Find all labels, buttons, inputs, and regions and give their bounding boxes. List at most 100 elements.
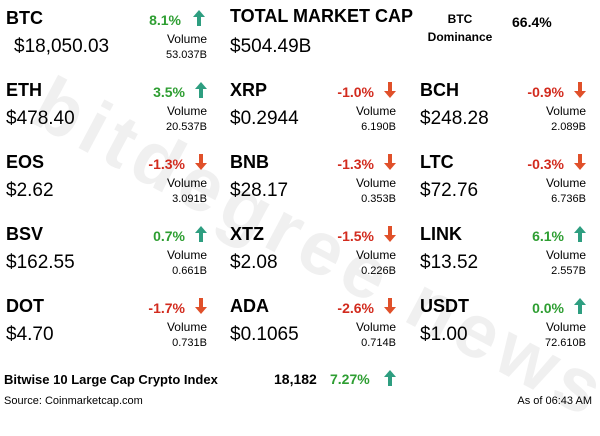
coin-symbol: XTZ	[230, 224, 264, 244]
volume-label: Volume	[545, 176, 586, 190]
coin-change: -2.6%	[337, 300, 374, 316]
coin-symbol: ETH	[6, 80, 42, 100]
coin-change: 0.0%	[532, 300, 564, 316]
coin-price: $13.52	[420, 252, 479, 273]
volume-label: Volume	[355, 104, 396, 118]
coin-symbol: BTC	[6, 8, 43, 28]
coin-price: $4.70	[6, 324, 54, 345]
coin-cell-ada: ADA $0.1065 -2.6% Volume 0.714B	[230, 296, 400, 358]
volume-value: 3.091B	[172, 193, 207, 205]
dominance-value: 66.4%	[512, 14, 552, 30]
coin-symbol: BNB	[230, 152, 269, 172]
arrow-up-icon	[384, 370, 396, 386]
coin-cell-link: LINK $13.52 6.1% Volume 2.557B	[420, 224, 590, 286]
coin-cell-xtz: XTZ $2.08 -1.5% Volume 0.226B	[230, 224, 400, 286]
volume-label: Volume	[166, 248, 207, 262]
coin-price: $72.76	[420, 180, 479, 201]
volume-value: 6.736B	[551, 193, 586, 205]
coin-cell-bch: BCH $248.28 -0.9% Volume 2.089B	[420, 80, 590, 142]
arrow-down-icon	[384, 226, 396, 242]
coin-cell-usdt: USDT $1.00 0.0% Volume 72.610B	[420, 296, 590, 358]
arrow-up-icon	[574, 298, 586, 314]
coin-cell-bsv: BSV $162.55 0.7% Volume 0.661B	[6, 224, 211, 286]
volume-label: Volume	[545, 104, 586, 118]
index-value: 18,182	[274, 371, 317, 387]
arrow-up-icon	[193, 10, 205, 26]
volume-label: Volume	[545, 320, 586, 334]
arrow-down-icon	[384, 298, 396, 314]
as-of-timestamp: As of 06:43 AM	[517, 395, 592, 407]
arrow-down-icon	[574, 82, 586, 98]
volume-label: Volume	[166, 320, 207, 334]
volume-label: Volume	[355, 248, 396, 262]
coin-price: $248.28	[420, 108, 489, 129]
coin-symbol: LTC	[420, 152, 454, 172]
market-cap-value: $504.49B	[230, 36, 312, 57]
coin-change: -1.0%	[337, 84, 374, 100]
volume-value: 6.190B	[361, 121, 396, 133]
source-note: Source: Coinmarketcap.com	[4, 395, 143, 407]
coin-price: $0.2944	[230, 108, 299, 129]
coin-price: $28.17	[230, 180, 289, 201]
coin-cell-eth: ETH $478.40 3.5% Volume 20.537B	[6, 80, 211, 142]
volume-label: Volume	[545, 248, 586, 262]
arrow-up-icon	[195, 226, 207, 242]
coin-change: 3.5%	[153, 84, 185, 100]
volume-value: 72.610B	[545, 337, 586, 349]
coin-cell-dot: DOT $4.70 -1.7% Volume 0.731B	[6, 296, 211, 358]
coin-change: -1.3%	[337, 156, 374, 172]
arrow-down-icon	[195, 298, 207, 314]
coin-price: $1.00	[420, 324, 468, 345]
coin-price: $2.08	[230, 252, 278, 273]
coin-cell-xrp: XRP $0.2944 -1.0% Volume 6.190B	[230, 80, 400, 142]
arrow-up-icon	[574, 226, 586, 242]
coin-symbol: BCH	[420, 80, 459, 100]
volume-value: 2.089B	[551, 121, 586, 133]
coin-price: $2.62	[6, 180, 54, 201]
volume-value: 53.037B	[166, 49, 207, 61]
volume-value: 0.226B	[361, 265, 396, 277]
coin-symbol: LINK	[420, 224, 462, 244]
coin-cell-btc: BTC $18,050.03 8.1% Volume 53.037B	[6, 8, 211, 68]
coin-price: $162.55	[6, 252, 75, 273]
coin-symbol: DOT	[6, 296, 44, 316]
arrow-down-icon	[574, 154, 586, 170]
coin-symbol: XRP	[230, 80, 268, 100]
dominance-label: BTC Dominance	[427, 12, 493, 44]
volume-label: Volume	[355, 176, 396, 190]
volume-value: 0.353B	[361, 193, 396, 205]
coin-change: 8.1%	[149, 12, 181, 28]
coin-price: $18,050.03	[14, 36, 110, 57]
coin-cell-ltc: LTC $72.76 -0.3% Volume 6.736B	[420, 152, 590, 214]
coin-symbol: ADA	[230, 296, 269, 316]
volume-value: 0.731B	[172, 337, 207, 349]
crypto-market-panel: bitdegree news BTC $18,050.03 8.1% Volum…	[4, 6, 600, 435]
volume-value: 20.537B	[166, 121, 207, 133]
coin-change: 0.7%	[153, 228, 185, 244]
coin-cell-bnb: BNB $28.17 -1.3% Volume 0.353B	[230, 152, 400, 214]
coin-price: $478.40	[6, 108, 75, 129]
coin-change: -0.9%	[527, 84, 564, 100]
coin-change: -0.3%	[527, 156, 564, 172]
volume-value: 0.661B	[172, 265, 207, 277]
index-name: Bitwise 10 Large Cap Crypto Index	[4, 372, 218, 387]
volume-label: Volume	[166, 32, 207, 46]
arrow-down-icon	[195, 154, 207, 170]
arrow-up-icon	[195, 82, 207, 98]
coin-change: -1.3%	[148, 156, 185, 172]
coin-change: -1.5%	[337, 228, 374, 244]
index-row: Bitwise 10 Large Cap Crypto Index 18,182…	[4, 370, 594, 392]
coin-price: $0.1065	[230, 324, 299, 345]
volume-value: 2.557B	[551, 265, 586, 277]
coin-cell-eos: EOS $2.62 -1.3% Volume 3.091B	[6, 152, 211, 214]
volume-label: Volume	[166, 176, 207, 190]
volume-value: 0.714B	[361, 337, 396, 349]
coin-symbol: BSV	[6, 224, 44, 244]
market-cap-title: TOTAL MARKET CAP	[230, 6, 413, 26]
index-change: 7.27%	[330, 371, 370, 387]
coin-symbol: EOS	[6, 152, 45, 172]
arrow-down-icon	[384, 82, 396, 98]
volume-label: Volume	[166, 104, 207, 118]
volume-label: Volume	[355, 320, 396, 334]
coin-change: -1.7%	[148, 300, 185, 316]
